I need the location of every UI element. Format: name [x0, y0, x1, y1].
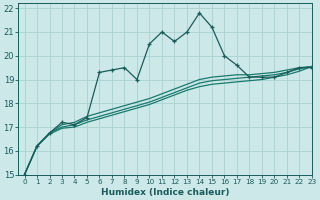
X-axis label: Humidex (Indice chaleur): Humidex (Indice chaleur) [101, 188, 229, 197]
